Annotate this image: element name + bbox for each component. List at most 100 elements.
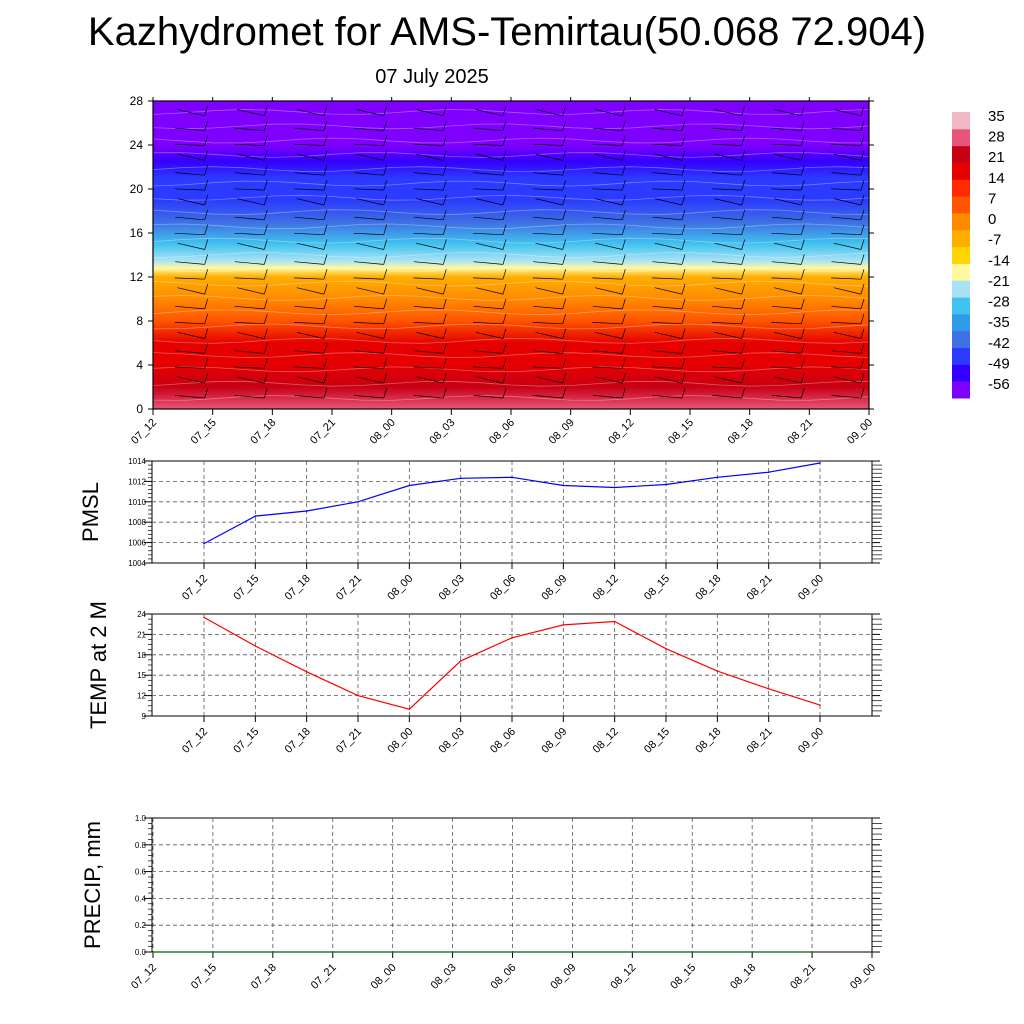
wind-barb-flag: [442, 179, 447, 191]
wind-barb-flag: [621, 269, 626, 280]
x-tick-label: 08_06: [488, 726, 518, 756]
wind-barb-flag: [741, 328, 746, 339]
wind-barb-flag: [681, 224, 686, 235]
colorbar-label: 28: [988, 129, 1005, 146]
wind-barb-flag: [800, 105, 805, 116]
wind-barb-shaft: [413, 143, 444, 146]
wind-barb-shaft: [174, 322, 205, 325]
wind-barb-flag: [800, 194, 805, 206]
wind-barb-flag: [263, 343, 268, 354]
wind-barb-shaft: [595, 198, 623, 206]
x-tick-label: 08_06: [489, 962, 519, 992]
wind-barb-shaft: [652, 232, 683, 236]
x-tick-label: 07_12: [180, 726, 210, 756]
wind-barb-flag: [681, 372, 686, 384]
wind-barb-shaft: [473, 188, 504, 191]
x-tick-label: 07_18: [249, 962, 279, 992]
wind-barb-flag: [741, 209, 746, 220]
precip-panel: 0.0 0.2 0.4 0.6 0.8 1.0 07_12 07_15 07_18 07_21 08…: [80, 814, 882, 992]
wind-barb-shaft: [833, 198, 862, 206]
data-point: [408, 484, 411, 487]
wind-barb-flag: [204, 298, 209, 310]
wind-barb-flag: [502, 283, 507, 295]
wind-barb-flag: [204, 239, 209, 250]
wind-barb-flag: [860, 209, 865, 220]
wind-barb-flag: [323, 224, 328, 235]
wind-barb-flag: [263, 194, 268, 206]
wind-barb-flag: [800, 165, 805, 176]
wind-barb-flag: [621, 150, 626, 161]
temp2m-panel: 9 12 15 18 21 24 07_12 07_15 07_18 07_21 08_00 08_0…: [86, 601, 882, 756]
wind-barb-flag: [860, 283, 865, 295]
wind-barb-shaft: [831, 232, 862, 236]
wind-barb-flag: [263, 165, 268, 176]
wind-barb-flag: [741, 150, 746, 161]
data-point: [272, 951, 274, 953]
wind-barb-shaft: [771, 366, 802, 369]
wind-barb-shaft: [354, 216, 384, 221]
x-tick-label: 08_03: [429, 962, 459, 992]
wind-barb-flag: [621, 194, 626, 206]
wind-barb-flag: [204, 165, 209, 176]
wind-barb-shaft: [473, 366, 504, 369]
wind-barb-shaft: [234, 232, 265, 236]
colorbar-swatch: [952, 280, 970, 298]
wind-barb-flag: [204, 372, 209, 384]
wind-barb-flag: [323, 328, 328, 339]
wind-barb-shaft: [774, 153, 802, 161]
wind-barb-shaft: [475, 198, 504, 206]
wind-barb-flag: [800, 209, 805, 220]
wind-barb-shaft: [711, 143, 742, 146]
wind-barb-flag: [442, 372, 447, 384]
wind-barb-flag: [741, 269, 746, 280]
wind-barb-shaft: [712, 261, 742, 265]
wind-barb-flag: [383, 194, 388, 206]
wind-barb-flag: [263, 358, 268, 369]
wind-barb-flag: [860, 120, 865, 131]
wind-barb-shaft: [771, 395, 802, 399]
wind-barb-flag: [621, 165, 626, 176]
wind-barb-flag: [263, 328, 268, 339]
data-point: [305, 671, 308, 673]
wind-barb-shaft: [356, 153, 384, 161]
wind-barb-shaft: [532, 277, 563, 280]
wind-barb-shaft: [774, 242, 802, 250]
data-point: [716, 476, 719, 479]
wind-barb-flag: [621, 254, 626, 265]
wind-barb-flag: [860, 150, 865, 161]
wind-barb-shaft: [711, 366, 742, 369]
wind-barb-shaft: [473, 277, 504, 280]
wind-barb-shaft: [237, 242, 265, 250]
wind-barb-flag: [383, 224, 388, 235]
wind-barb-flag: [442, 283, 447, 295]
colorbar-label: -42: [988, 335, 1010, 352]
x-tick-label: 08_15: [642, 726, 672, 756]
wind-barb-shaft: [831, 216, 862, 221]
wind-barb-shaft: [714, 376, 742, 384]
wind-barb-flag: [323, 194, 328, 206]
wind-barb-shaft: [771, 322, 802, 325]
wind-barb-flag: [741, 283, 746, 295]
wind-barb-flag: [741, 165, 746, 176]
wind-barb-flag: [741, 387, 746, 399]
colorbar-label: -28: [988, 294, 1010, 311]
contour-line: [152, 152, 870, 158]
wind-barb-shaft: [532, 232, 563, 236]
wind-barb-flag: [741, 194, 746, 206]
wind-barb-shaft: [294, 143, 325, 146]
wind-barb-shaft: [532, 366, 563, 369]
wind-barb-shaft: [237, 376, 265, 384]
colorbar-label: -14: [988, 252, 1010, 269]
wind-barb-shaft: [177, 242, 205, 250]
x-tick-label: 07_21: [308, 417, 338, 447]
wind-barb-shaft: [356, 198, 384, 206]
wind-barb-shaft: [237, 109, 265, 117]
contour-line: [152, 252, 870, 258]
wind-barb-shaft: [652, 261, 683, 265]
colorbar-swatch: [952, 162, 970, 180]
wind-barb-shaft: [296, 153, 325, 161]
data-point: [613, 486, 616, 489]
x-tick-label: 08_00: [385, 726, 415, 756]
x-tick-label: 08_12: [591, 573, 621, 603]
wind-barb-shaft: [413, 277, 444, 280]
